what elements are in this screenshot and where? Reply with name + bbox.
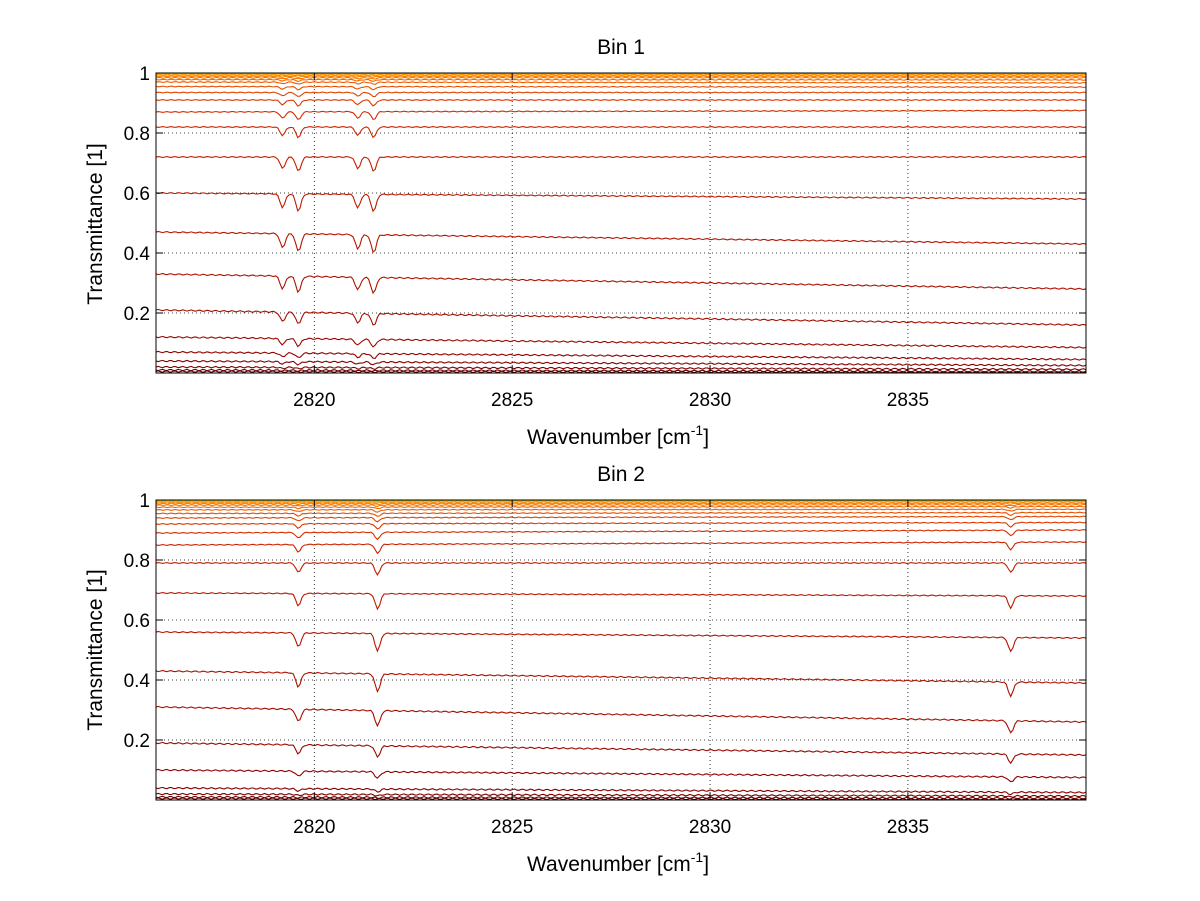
series-line [155,508,1087,513]
series-group [155,499,1087,801]
x-tick-label: 2825 [491,817,533,838]
chart-bin-2: Bin 2 2820 2825 2830 2835 0.2 0.4 0.6 0.8 1 Wav… [84,463,1087,876]
y-tick-label: 0.6 [124,611,150,632]
y-tick-label: 1 [139,64,150,85]
series-line [155,515,1087,523]
series-line [155,230,1087,253]
series-group [155,72,1087,374]
y-tick-label: 0.8 [124,551,150,572]
y-tick-label: 0.8 [124,124,150,145]
x-tick-label: 2820 [293,390,335,411]
series-line [155,521,1087,530]
series-line [155,501,1087,504]
series-line [155,81,1087,85]
axes-box [155,499,1087,801]
series-line [155,78,1087,83]
series-line [155,741,1087,765]
series-line [155,155,1087,172]
series-line [155,126,1087,139]
series-line [155,591,1087,611]
x-tick-label: 2820 [293,817,335,838]
series-line [155,529,1087,541]
x-ticks: 2820 2825 2830 2835 [293,73,929,411]
x-tick-label: 2835 [887,817,929,838]
series-line [155,795,1087,800]
series-line [155,541,1087,555]
series-line [155,503,1087,507]
y-axis-label: Transmittance [1] [84,143,107,304]
chart-title: Bin 1 [597,36,645,59]
series-line [155,109,1087,121]
y-tick-label: 0.6 [124,184,150,205]
series-line [155,705,1087,734]
series-line [155,768,1087,783]
y-tick-label: 1 [139,491,150,512]
y-tick-label: 0.2 [124,304,150,325]
series-line [155,359,1087,367]
series-line [155,85,1087,91]
series-line [155,74,1087,77]
y-ticks: 0.2 0.4 0.6 0.8 1 [124,64,1086,325]
x-tick-label: 2835 [887,390,929,411]
x-tick-label: 2830 [689,390,731,411]
series-line [155,365,1087,371]
series-line [155,91,1087,98]
chart-bin-1: Bin 1 2820 2825 2830 2835 0.2 0.4 0.6 0.8 1 Wav… [84,36,1087,449]
series-line [155,669,1087,698]
series-line [155,191,1087,213]
x-axis-label: Wavenumber [cm-1] [527,422,709,449]
x-tick-label: 2825 [491,390,533,411]
y-tick-label: 0.4 [124,671,151,692]
chart-title: Bin 2 [597,463,645,486]
y-axis-label: Transmittance [1] [84,569,107,730]
x-tick-label: 2830 [689,817,731,838]
y-ticks: 0.2 0.4 0.6 0.8 1 [124,491,1086,752]
grid [156,499,1086,800]
series-line [155,335,1087,349]
series-line [155,76,1087,80]
series-line [155,308,1087,327]
series-line [155,511,1087,517]
y-tick-label: 0.4 [124,244,151,265]
series-line [155,786,1087,796]
series-line [155,99,1087,107]
series-line [155,562,1087,576]
series-line [155,368,1087,373]
axes-box [155,72,1087,374]
series-line [155,499,1087,502]
y-tick-label: 0.2 [124,731,150,752]
series-line [155,630,1087,653]
series-line [155,792,1087,798]
series-line [155,350,1087,361]
x-axis-label: Wavenumber [cm-1] [527,849,709,876]
grid [156,72,1086,373]
series-line [155,72,1087,75]
series-line [155,505,1087,510]
series-line [155,272,1087,295]
x-ticks: 2820 2825 2830 2835 [293,500,929,838]
series-line [155,75,1087,78]
